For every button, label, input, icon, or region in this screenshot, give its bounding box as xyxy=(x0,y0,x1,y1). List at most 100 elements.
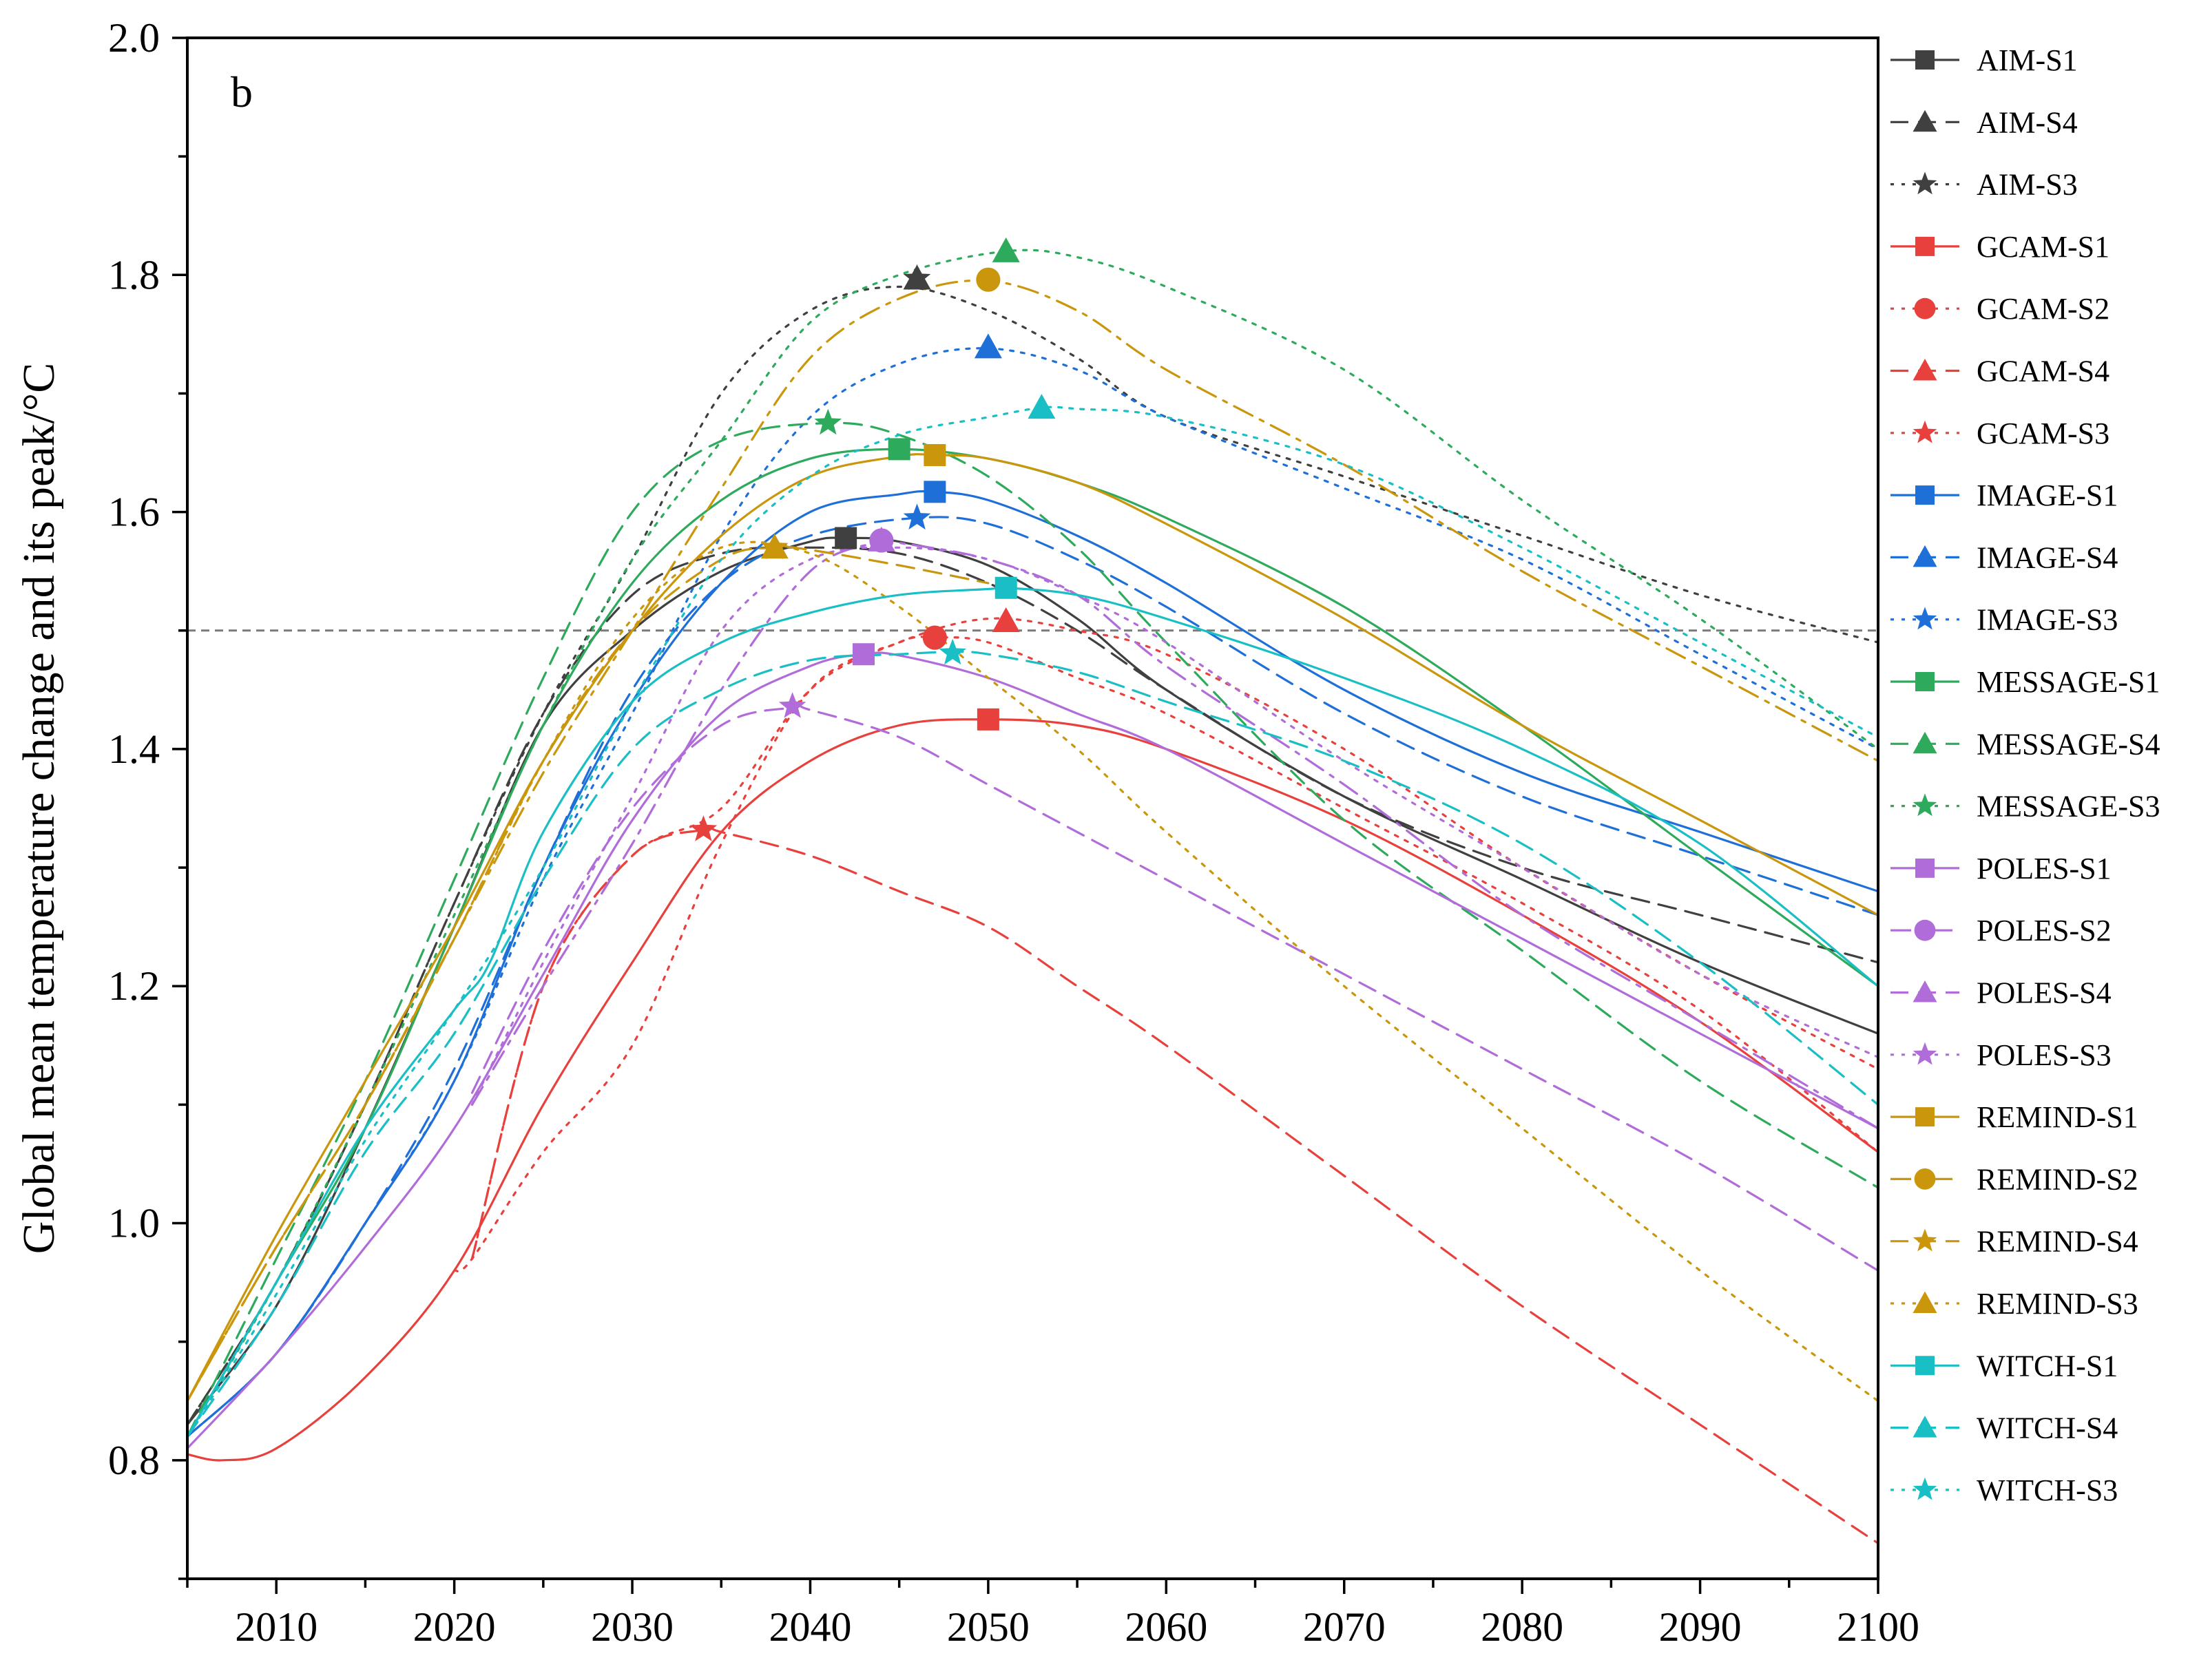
y-tick-label: 1.8 xyxy=(108,252,160,297)
legend-marker-icon xyxy=(1915,1356,1935,1376)
x-tick-label: 2030 xyxy=(591,1604,674,1650)
legend-item-gcam-s2: GCAM-S2 xyxy=(1890,292,2109,326)
legend-item-gcam-s3: GCAM-S3 xyxy=(1890,417,2109,450)
peak-marker-message-s4 xyxy=(992,237,1020,262)
legend-label: IMAGE-S4 xyxy=(1977,540,2118,574)
series-line-poles-s1 xyxy=(187,651,1878,1450)
y-axis-title: Global mean temperature change and its p… xyxy=(14,363,64,1254)
legend-marker-icon xyxy=(1913,980,1937,1002)
legend-marker-icon xyxy=(1915,50,1935,70)
legend-marker-icon xyxy=(1913,1042,1937,1065)
legend-marker-icon xyxy=(1915,1107,1935,1127)
x-tick-label: 2010 xyxy=(235,1604,317,1650)
peak-marker-witch-s1 xyxy=(994,576,1017,599)
x-tick-label: 2060 xyxy=(1125,1604,1207,1650)
series-line-gcam-s2 xyxy=(453,636,1878,1273)
legend-marker-icon xyxy=(1915,858,1935,878)
legend-label: AIM-S4 xyxy=(1977,105,2078,139)
legend-label: WITCH-S3 xyxy=(1977,1473,2118,1507)
legend-item-gcam-s1: GCAM-S1 xyxy=(1890,230,2109,264)
legend-marker-icon xyxy=(1915,485,1935,505)
legend-marker-icon xyxy=(1913,607,1937,630)
legend-label: WITCH-S1 xyxy=(1977,1349,2118,1383)
legend-label: REMIND-S3 xyxy=(1977,1287,2138,1321)
y-tick-label: 2.0 xyxy=(108,15,160,61)
series-line-gcam-s3 xyxy=(470,617,1878,1260)
legend-label: POLES-S4 xyxy=(1977,976,2112,1010)
series-line-witch-s4 xyxy=(187,650,1878,1438)
legend-item-message-s1: MESSAGE-S1 xyxy=(1890,665,2160,699)
series-line-gcam-s1 xyxy=(187,718,1878,1462)
legend-label: REMIND-S4 xyxy=(1977,1225,2138,1259)
legend-label: REMIND-S2 xyxy=(1977,1162,2138,1196)
legend-label: POLES-S3 xyxy=(1977,1038,2112,1072)
legend-label: IMAGE-S3 xyxy=(1977,603,2118,637)
legend-item-poles-s1: POLES-S1 xyxy=(1890,852,2112,885)
peak-marker-witch-s3 xyxy=(939,638,966,665)
legend-marker-icon xyxy=(1913,1291,1937,1313)
peak-marker-gcam-s3 xyxy=(689,815,718,841)
legend-item-aim-s1: AIM-S1 xyxy=(1890,43,2078,77)
legend-item-witch-s1: WITCH-S1 xyxy=(1890,1349,2118,1383)
series-line-image-s3 xyxy=(187,347,1878,1438)
peak-marker-remind-s1 xyxy=(924,443,946,466)
legend-marker-icon xyxy=(1913,420,1937,443)
legend-label: GCAM-S4 xyxy=(1977,355,2109,388)
legend-item-witch-s3: WITCH-S3 xyxy=(1890,1473,2118,1507)
y-tick-label: 1.6 xyxy=(108,490,160,535)
peak-marker-witch-s4 xyxy=(1028,394,1056,419)
legend-item-image-s4: IMAGE-S4 xyxy=(1890,540,2118,574)
legend-marker-icon xyxy=(1913,1416,1937,1438)
legend-marker-icon xyxy=(1913,793,1937,817)
legend-marker-icon xyxy=(1915,672,1935,691)
series-line-remind-s1 xyxy=(187,453,1878,1403)
legend-item-remind-s4: REMIND-S4 xyxy=(1890,1225,2138,1259)
legend-label: POLES-S1 xyxy=(1977,852,2112,885)
peak-marker-layer xyxy=(689,237,1056,841)
legend-marker-icon xyxy=(1913,171,1937,195)
legend-marker-icon xyxy=(1913,109,1937,132)
legend-item-gcam-s4: GCAM-S4 xyxy=(1890,355,2109,388)
legend-label: GCAM-S2 xyxy=(1977,292,2109,326)
legend-marker-icon xyxy=(1914,1168,1936,1190)
series-line-image-s1 xyxy=(187,490,1878,1438)
series-line-message-s1 xyxy=(187,448,1878,1438)
legend-marker-icon xyxy=(1913,1228,1937,1252)
series-line-poles-s4 xyxy=(470,704,1878,1272)
legend-marker-icon xyxy=(1913,731,1937,754)
legend-item-poles-s2: POLES-S2 xyxy=(1890,914,2112,947)
legend-label: MESSAGE-S4 xyxy=(1977,727,2160,761)
legend-item-remind-s1: REMIND-S1 xyxy=(1890,1100,2138,1134)
legend-marker-icon xyxy=(1914,297,1936,319)
peak-marker-image-s1 xyxy=(924,481,946,503)
peak-marker-image-s4 xyxy=(974,333,1002,359)
peak-marker-message-s3 xyxy=(814,408,842,435)
legend-item-remind-s2: REMIND-S2 xyxy=(1890,1162,2138,1196)
axes-layer xyxy=(186,36,1879,1580)
x-tick-label: 2040 xyxy=(769,1604,851,1650)
x-tick-label: 2070 xyxy=(1303,1604,1386,1650)
legend-marker-icon xyxy=(1913,545,1937,567)
peak-marker-aim-s1 xyxy=(835,527,857,549)
peak-marker-message-s1 xyxy=(888,438,910,461)
peak-marker-poles-s1 xyxy=(853,643,875,666)
legend-marker-icon xyxy=(1913,1477,1937,1500)
series-line-poles-s2 xyxy=(470,538,1878,1130)
peak-marker-gcam-s2 xyxy=(922,625,947,650)
series-line-aim-s4 xyxy=(187,546,1878,1426)
y-tick-label: 1.4 xyxy=(108,726,160,772)
legend-label: WITCH-S4 xyxy=(1977,1411,2118,1445)
legend-label: GCAM-S1 xyxy=(1977,230,2109,264)
peak-marker-aim-s3 xyxy=(903,264,931,291)
legend-item-remind-s3: REMIND-S3 xyxy=(1890,1287,2138,1321)
legend-item-witch-s4: WITCH-S4 xyxy=(1890,1411,2118,1445)
series-line-gcam-s4 xyxy=(470,826,1878,1544)
series-line-aim-s3 xyxy=(187,285,1878,1426)
legend-item-poles-s4: POLES-S4 xyxy=(1890,976,2112,1010)
series-line-poles-s3 xyxy=(470,546,1878,1106)
series-line-remind-s3 xyxy=(187,540,1878,1403)
peak-marker-remind-s2 xyxy=(976,267,1001,292)
panel-label: b xyxy=(231,67,253,116)
